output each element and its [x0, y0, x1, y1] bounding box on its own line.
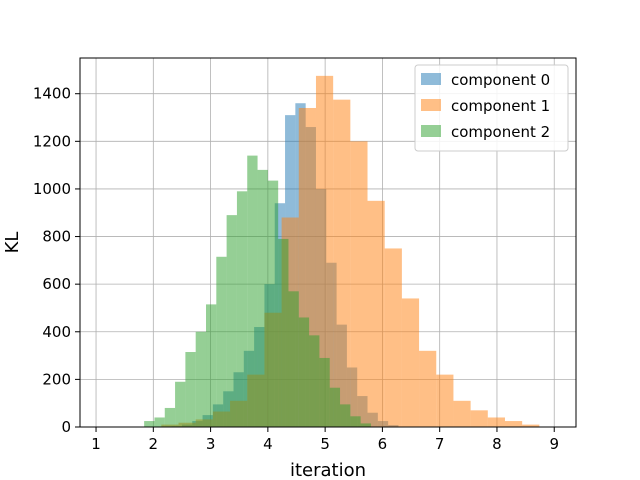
- histogram-bar: [333, 99, 351, 428]
- histogram-bar: [436, 374, 454, 427]
- plot-area-frame: [79, 57, 577, 428]
- y-tick-label: 1400: [33, 85, 71, 103]
- histogram-bar: [340, 404, 351, 427]
- histogram-bar: [367, 200, 385, 427]
- x-tick-label: 6: [378, 435, 388, 453]
- y-tick-label: 1000: [33, 180, 71, 198]
- histogram-bar: [185, 352, 196, 427]
- histogram-bar: [319, 357, 330, 427]
- x-tick-label: 7: [435, 435, 445, 453]
- histogram-bar: [195, 331, 207, 427]
- histogram-bar: [278, 238, 289, 427]
- x-tick-label: 3: [206, 435, 216, 453]
- legend-swatch: [421, 125, 441, 137]
- x-tick-label: 5: [320, 435, 330, 453]
- histogram-bar: [350, 416, 361, 427]
- legend: component 0 component 1 component 2: [414, 64, 569, 152]
- histogram-bar: [384, 248, 402, 427]
- y-tick-label: 600: [42, 275, 71, 293]
- histogram-bar: [164, 407, 176, 427]
- x-tick-label: 8: [492, 435, 502, 453]
- histogram-bar: [257, 169, 268, 427]
- histogram-bar: [267, 180, 279, 427]
- y-tick-label: 400: [42, 323, 71, 341]
- legend-label: component 2: [451, 123, 550, 141]
- histogram-bar: [309, 335, 320, 427]
- histogram-bar: [419, 350, 437, 427]
- legend-swatch: [421, 73, 441, 85]
- y-axis-label: KL: [2, 232, 23, 254]
- legend-label: component 1: [451, 97, 550, 115]
- series-2: [144, 155, 371, 427]
- histogram-bar: [504, 421, 523, 427]
- x-axis-label: iteration: [290, 460, 366, 480]
- axis-ticks: 1 2 3 4 5 6 7 8 9 0 200 400 600 800 1000 1200 1400: [33, 85, 559, 453]
- histogram-bar: [144, 421, 155, 427]
- histogram-bar: [226, 215, 237, 427]
- legend-label: component 0: [451, 71, 550, 89]
- histogram-bar: [522, 424, 540, 427]
- x-tick-label: 1: [91, 435, 101, 453]
- histogram-bar: [360, 423, 371, 427]
- y-tick-label: 200: [42, 370, 71, 388]
- histogram-bar: [487, 417, 505, 427]
- histogram-bar: [288, 291, 299, 427]
- histogram-bar: [206, 304, 217, 427]
- histogram-bar: [329, 387, 341, 427]
- y-tick-label: 800: [42, 228, 71, 246]
- legend-box: [414, 64, 569, 152]
- histogram-bar: [401, 298, 420, 427]
- x-tick-label: 9: [549, 435, 559, 453]
- histogram-bar: [175, 381, 186, 427]
- y-tick-label: 0: [61, 418, 71, 436]
- histogram-bar: [216, 256, 227, 427]
- histogram-bar: [350, 141, 368, 428]
- histogram-bar: [236, 191, 248, 427]
- legend-swatch: [421, 99, 441, 111]
- histogram-bar: [298, 317, 310, 427]
- histogram-bar: [154, 417, 165, 427]
- histogram-bar: [470, 410, 488, 427]
- x-tick-label: 4: [263, 435, 273, 453]
- y-tick-label: 1200: [33, 132, 71, 150]
- histogram-bar: [315, 75, 334, 428]
- histogram-bars: [144, 75, 540, 428]
- histogram-bar: [247, 155, 258, 427]
- histogram-bar: [453, 400, 471, 427]
- x-tick-label: 2: [149, 435, 159, 453]
